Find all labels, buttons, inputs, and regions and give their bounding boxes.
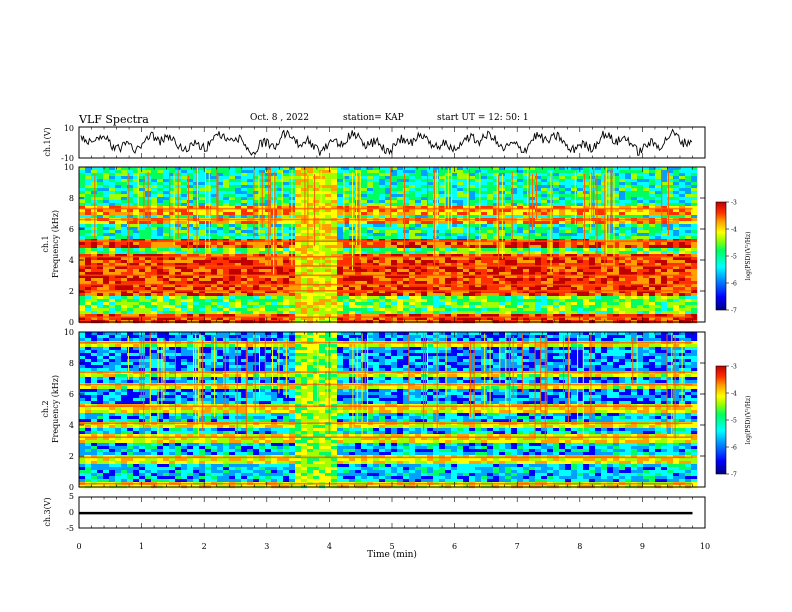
ch1-ytick-bottom: -10 <box>61 154 74 163</box>
ch3-ytick-top: 5 <box>69 492 74 501</box>
station-label: station= KAP <box>343 113 404 123</box>
ch2-colorbar-label: log(PSD)(V²/Hz) <box>745 396 752 445</box>
ch2-colorbar-tick--7: -7 <box>731 472 737 479</box>
ch1-colorbar <box>715 201 727 311</box>
ch1-spec-ytick-8: 8 <box>69 194 74 203</box>
ch2-colorbar-tick--5: -5 <box>731 418 737 425</box>
x-tick-8: 8 <box>577 542 582 551</box>
ch1-spec-ytick-4: 4 <box>69 256 74 265</box>
x-tick-2: 2 <box>202 542 207 551</box>
ch2-colorbar <box>715 365 727 475</box>
ch1-spec-ylabel-top: ch.1 <box>41 235 50 252</box>
x-tick-7: 7 <box>515 542 520 551</box>
x-tick-10: 10 <box>700 542 710 551</box>
ch3-panel: 5 0 -5 ch.3(V) 0 1 2 3 4 5 6 7 8 9 10 Time (min) <box>43 127 710 560</box>
ch1-spec-ytick-2: 2 <box>69 287 74 296</box>
ch3-signal-band <box>79 511 693 515</box>
ch2-spec-ylabel-top: ch.2 <box>41 400 50 417</box>
ch2-spec-ytick-2: 2 <box>69 452 74 461</box>
ch2-spectrogram-image <box>79 332 698 489</box>
ch1-waveform-line <box>80 128 693 156</box>
x-tick-0: 0 <box>76 542 81 551</box>
ch3-ytick-mid: 0 <box>69 508 74 517</box>
ch2-colorbar-tick--4: -4 <box>731 391 737 398</box>
ch1-ytick-top: 10 <box>64 124 74 133</box>
ch1-spec-ytick-6: 6 <box>69 225 74 234</box>
x-axis-label: Time (min) <box>367 549 417 560</box>
ch2-colorbar-tick--3: -3 <box>731 364 737 371</box>
x-tick-4: 4 <box>327 542 332 551</box>
ch2-colorbar-tick--6: -6 <box>731 445 737 452</box>
ch2-spec-ytick-0: 0 <box>69 483 74 492</box>
chart-title: VLF Spectra <box>79 113 149 126</box>
ch1-colorbar-tick--3: -3 <box>731 200 737 207</box>
x-tick-9: 9 <box>640 542 645 551</box>
ch2-spec-ytick-4: 4 <box>69 421 74 430</box>
ch2-spec-ytick-6: 6 <box>69 390 74 399</box>
date-label: Oct. 8 , 2022 <box>250 113 309 123</box>
x-tick-5: 5 <box>389 542 394 551</box>
ch1-colorbar-tick--4: -4 <box>731 227 737 234</box>
x-tick-6: 6 <box>452 542 457 551</box>
start-time-label: start UT = 12: 50: 1 <box>437 113 529 123</box>
ch1-colorbar-label: log(PSD)(V²/Hz) <box>745 232 752 281</box>
ch1-colorbar-tick--6: -6 <box>731 281 737 288</box>
ch1-spectrogram-image <box>79 167 698 324</box>
ch1-spec-ylabel-bottom: Frequency (kHz) <box>51 210 60 278</box>
ch1-colorbar-tick--5: -5 <box>731 254 737 261</box>
ch2-spec-ylabel-bottom: Frequency (kHz) <box>51 375 60 443</box>
ch1-ylabel: ch.1(V) <box>43 127 52 156</box>
ch1-waveform-panel: 10 -10 ch.1(V) <box>43 124 706 163</box>
ch2-spec-ytick-8: 8 <box>69 359 74 368</box>
ch1-colorbar-tick--7: -7 <box>731 308 737 315</box>
ch3-ylabel: ch.3(V) <box>43 497 52 526</box>
ch3-ytick-bottom: -5 <box>66 524 74 533</box>
ch1-spec-ytick-10: 10 <box>64 163 74 172</box>
ch2-spec-ytick-10: 10 <box>64 328 74 337</box>
ch1-spec-ytick-0: 0 <box>69 318 74 327</box>
x-tick-1: 1 <box>139 542 144 551</box>
x-tick-3: 3 <box>264 542 269 551</box>
